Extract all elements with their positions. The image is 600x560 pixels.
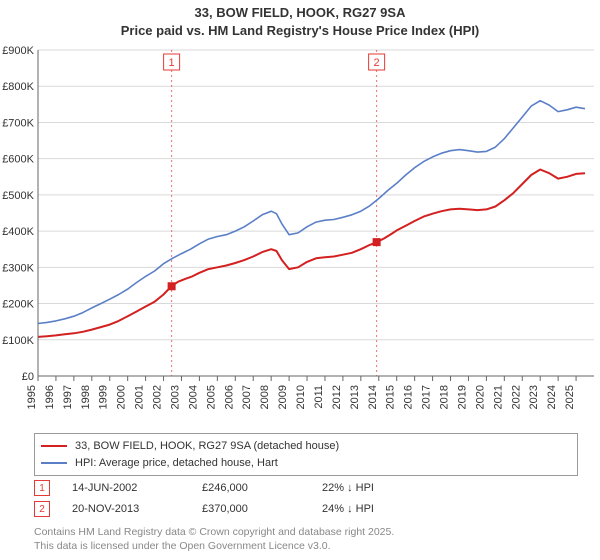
sale-2-diff: 24% ↓ HPI — [322, 499, 374, 520]
title-line-2: Price paid vs. HM Land Registry's House … — [0, 22, 600, 40]
svg-text:1996: 1996 — [44, 385, 56, 409]
svg-text:£100K: £100K — [2, 335, 34, 347]
sale-row-2: 2 20-NOV-2013 £370,000 24% ↓ HPI — [34, 499, 374, 520]
svg-text:£600K: £600K — [2, 154, 34, 166]
svg-text:£700K: £700K — [2, 117, 34, 129]
svg-text:2019: 2019 — [456, 385, 468, 409]
svg-text:2022: 2022 — [510, 385, 522, 409]
svg-text:2025: 2025 — [564, 385, 576, 409]
chart-title: 33, BOW FIELD, HOOK, RG27 9SA Price paid… — [0, 0, 600, 39]
sale-2-price: £370,000 — [202, 499, 322, 520]
sale-2-date: 20-NOV-2013 — [72, 499, 202, 520]
sale-1-diff: 22% ↓ HPI — [322, 478, 374, 499]
chart-area: £0 £100K £200K £300K £400K £500K £600K £700K £80… — [0, 44, 600, 424]
title-line-1: 33, BOW FIELD, HOOK, RG27 9SA — [0, 4, 600, 22]
svg-text:£800K: £800K — [2, 81, 34, 93]
sale-marker-2: 2 — [34, 501, 50, 517]
svg-text:£300K: £300K — [2, 262, 34, 274]
svg-text:2016: 2016 — [403, 385, 415, 409]
svg-text:2012: 2012 — [331, 385, 343, 409]
svg-text:2014: 2014 — [367, 385, 379, 409]
svg-text:2000: 2000 — [116, 385, 128, 409]
sale-marker-1-num: 1 — [39, 479, 45, 498]
legend-swatch-hpi — [41, 462, 67, 464]
svg-text:2001: 2001 — [134, 385, 146, 409]
sale-marker-1: 1 — [34, 480, 50, 496]
svg-text:2011: 2011 — [313, 385, 325, 409]
svg-text:2008: 2008 — [259, 385, 271, 409]
svg-text:£900K: £900K — [2, 45, 34, 57]
svg-text:£0: £0 — [22, 371, 34, 383]
legend-label-hpi: HPI: Average price, detached house, Hart — [75, 455, 278, 472]
svg-text:2007: 2007 — [241, 385, 253, 409]
footnote: Contains HM Land Registry data © Crown c… — [34, 526, 394, 553]
svg-text:2018: 2018 — [439, 385, 451, 409]
svg-text:1: 1 — [169, 57, 175, 69]
legend-row-hpi: HPI: Average price, detached house, Hart — [41, 455, 571, 472]
sale-marker-2-num: 2 — [39, 500, 45, 519]
legend-label-price-paid: 33, BOW FIELD, HOOK, RG27 9SA (detached … — [75, 438, 339, 455]
svg-text:2003: 2003 — [169, 385, 181, 409]
svg-text:2: 2 — [374, 57, 380, 69]
svg-text:£500K: £500K — [2, 190, 34, 202]
svg-text:2024: 2024 — [546, 385, 558, 409]
svg-text:2020: 2020 — [474, 385, 486, 409]
svg-text:1995: 1995 — [26, 385, 38, 409]
sales-block: 1 14-JUN-2002 £246,000 22% ↓ HPI 2 20-NO… — [34, 478, 374, 520]
svg-text:2009: 2009 — [277, 385, 289, 409]
svg-text:2004: 2004 — [187, 385, 199, 409]
sale-1-date: 14-JUN-2002 — [72, 478, 202, 499]
svg-text:2015: 2015 — [385, 385, 397, 409]
svg-text:2021: 2021 — [492, 385, 504, 409]
legend-row-price-paid: 33, BOW FIELD, HOOK, RG27 9SA (detached … — [41, 438, 571, 455]
svg-text:2006: 2006 — [223, 385, 235, 409]
footnote-line-2: This data is licensed under the Open Gov… — [34, 540, 394, 554]
legend-box: 33, BOW FIELD, HOOK, RG27 9SA (detached … — [34, 433, 578, 476]
footnote-line-1: Contains HM Land Registry data © Crown c… — [34, 526, 394, 540]
svg-text:2017: 2017 — [421, 385, 433, 409]
sale-row-1: 1 14-JUN-2002 £246,000 22% ↓ HPI — [34, 478, 374, 499]
svg-text:£200K: £200K — [2, 299, 34, 311]
chart-svg: £0 £100K £200K £300K £400K £500K £600K £700K £80… — [0, 44, 600, 424]
sale-1-price: £246,000 — [202, 478, 322, 499]
svg-text:2005: 2005 — [205, 385, 217, 409]
svg-text:1999: 1999 — [98, 385, 110, 409]
svg-text:2002: 2002 — [152, 385, 164, 409]
svg-text:2013: 2013 — [349, 385, 361, 409]
svg-text:£400K: £400K — [2, 226, 34, 238]
svg-text:2023: 2023 — [528, 385, 540, 409]
svg-text:1998: 1998 — [80, 385, 92, 409]
legend-swatch-price-paid — [41, 445, 67, 447]
svg-text:1997: 1997 — [62, 385, 74, 409]
svg-text:2010: 2010 — [295, 385, 307, 409]
